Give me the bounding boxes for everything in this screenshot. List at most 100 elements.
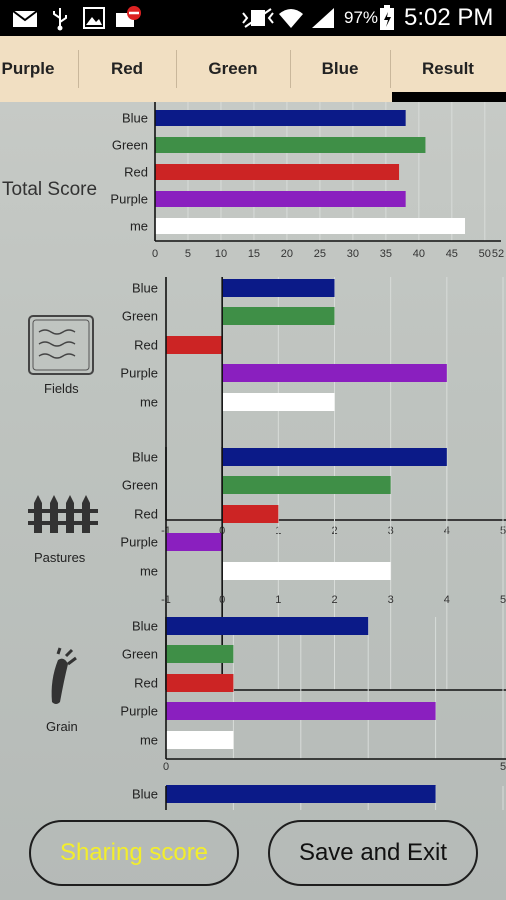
category-label: Purple [120,704,158,719]
category-label: Red [134,507,158,522]
bar-green [166,645,234,663]
category-label: Purple [120,366,158,381]
results-scroll-area[interactable]: Blue Green Red Purple me 0 5 10 15 20 25 30 35 40 45 50… [0,102,506,810]
wifi-icon [279,9,303,28]
clock: 5:02 PM [404,4,494,31]
bar-purple [222,364,447,382]
category-label: Blue [132,787,158,802]
tab-label: Red [110,59,144,78]
tab-divider [78,50,79,88]
category-label: Red [124,165,148,180]
tab-label: Purple [1,59,55,78]
mail-icon [12,10,38,27]
total-score-label: Total Score [2,179,97,200]
tick-label: 5 [500,594,506,606]
bar-blue [166,785,436,803]
fields-icon [28,315,94,375]
sharing-score-button[interactable]: Sharing score [29,820,239,886]
tab-bar: Purple Red Green Blue Result [0,36,506,102]
vibrate-icon [242,8,274,28]
bar-red [155,164,400,180]
fields-label-group: Fields [28,315,94,396]
image-icon [83,7,105,29]
usb-icon [53,8,67,31]
category-label: Blue [132,281,158,296]
bar-blue [222,448,447,466]
tick-label: 1 [275,594,281,606]
battery-percent: 97% [344,8,379,27]
bar-green [222,476,391,494]
tick-label: 3 [388,594,394,606]
tick-label: 15 [248,248,260,260]
category-label: me [130,219,148,234]
tick-label: 20 [281,248,293,260]
fields-label: Fields [44,381,79,396]
tick-label: 4 [444,594,450,606]
save-and-exit-label: Save and Exit [298,839,448,866]
pastures-icon [28,495,98,533]
bar-blue [166,617,369,635]
grain-icon [51,647,77,704]
tab-divider [290,50,291,88]
status-bar: 97% 5:02 PM [0,0,506,36]
category-label: Green [122,647,158,662]
tick-label: 30 [347,248,359,260]
tick-label: 0 [219,594,225,606]
tab-label: Green [208,59,258,78]
upload-blocked-icon [116,6,141,27]
tick-label: 45 [446,248,458,260]
tick-label: 25 [314,248,326,260]
tab-purple[interactable]: Purple [0,36,76,102]
bar-blue [222,279,335,297]
tab-divider [390,50,391,88]
tab-red[interactable]: Red [78,36,176,102]
pastures-label-group: Pastures [28,495,98,565]
bar-blue [155,110,406,126]
bar-me [166,731,234,749]
tick-label: 0 [152,248,158,260]
bar-purple [155,191,406,207]
tick-label: 5 [185,248,191,260]
tick-label: 40 [413,248,425,260]
grain-label: Grain [46,719,78,734]
grain-label-group: Grain [46,647,78,734]
bar-red [222,505,279,523]
pastures-label: Pastures [34,550,86,565]
category-label: me [140,395,158,410]
battery-icon [380,5,394,30]
tick-label: 50 [479,248,491,260]
category-label: me [140,733,158,748]
bar-me [155,218,466,234]
bar-me [222,393,335,411]
tab-selected-indicator [392,92,506,102]
category-label: Purple [120,535,158,550]
bar-purple [166,533,223,551]
tick-label: 35 [380,248,392,260]
category-label: Purple [110,192,148,207]
bar-green [155,137,426,153]
tick-label: 2 [331,594,337,606]
category-label: Green [122,309,158,324]
tab-label: Blue [321,59,359,78]
total-score-label-group: Total Score [2,179,97,200]
tab-label: Result [422,59,474,78]
tick-label: -1 [161,594,171,606]
category-label: Blue [132,450,158,465]
category-label: me [140,564,158,579]
bar-red [166,674,234,692]
category-label: Red [134,676,158,691]
tick-label: 52 [492,248,504,260]
category-label: Blue [122,111,148,126]
bar-me [222,562,391,580]
save-and-exit-button[interactable]: Save and Exit [268,820,478,886]
tab-green[interactable]: Green [176,36,290,102]
bar-green [222,307,335,325]
tab-blue[interactable]: Blue [290,36,390,102]
category-label: Blue [132,619,158,634]
signal-icon [312,8,334,28]
tick-label: 5 [500,761,506,773]
tab-divider [176,50,177,88]
tab-result[interactable]: Result [390,36,506,102]
category-label: Green [112,138,148,153]
